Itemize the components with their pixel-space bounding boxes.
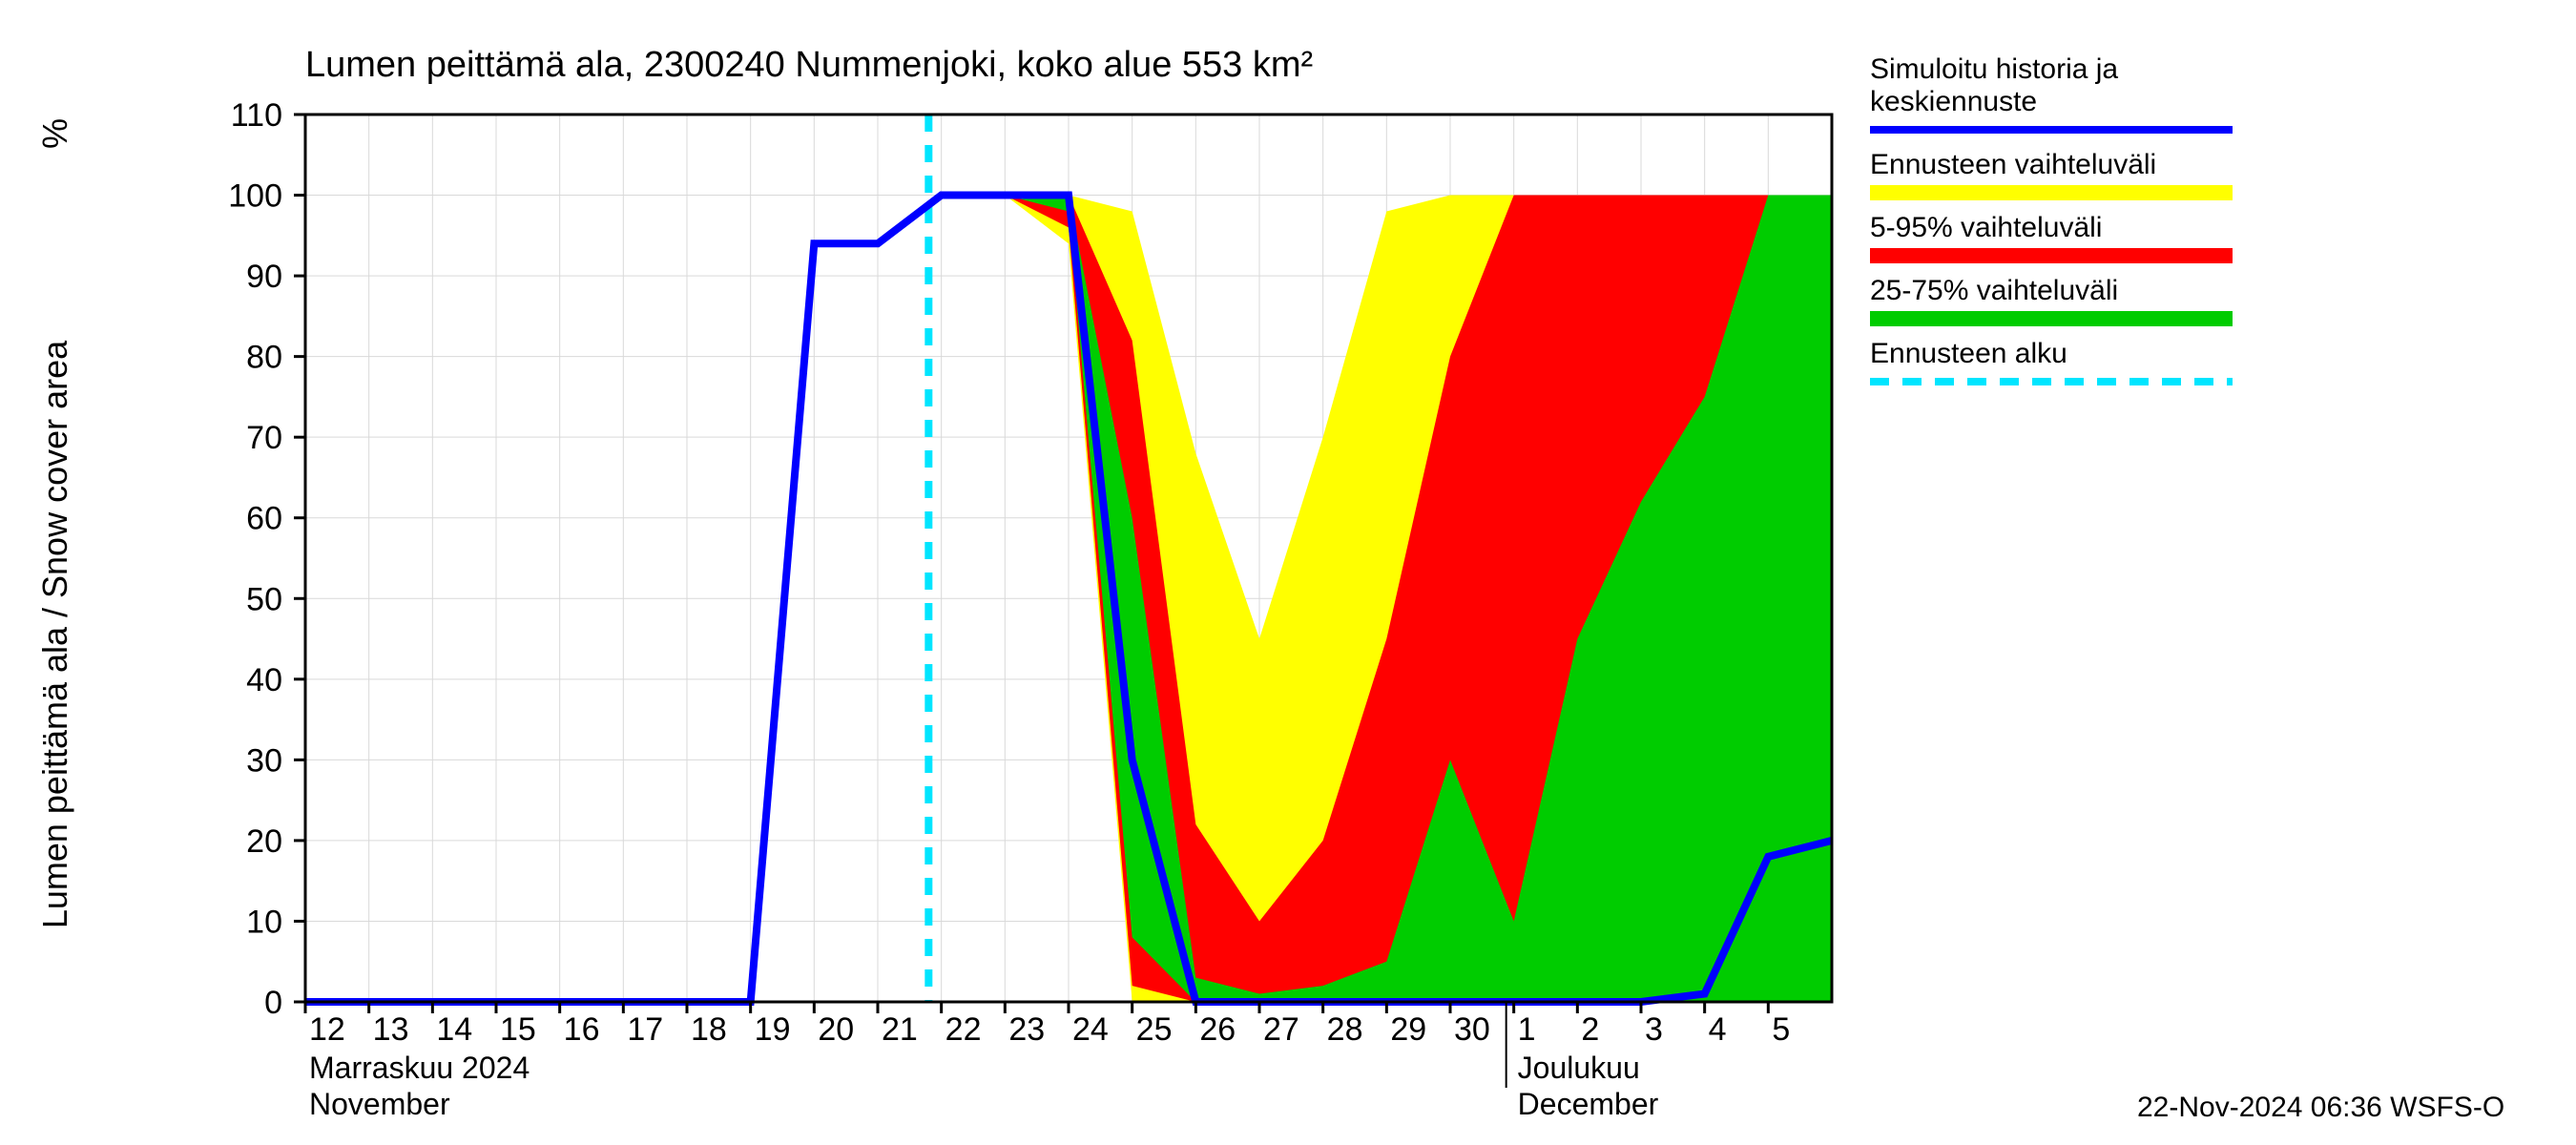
xtick-label: 24	[1072, 1011, 1109, 1048]
xtick-label: 26	[1199, 1011, 1236, 1048]
legend-label: Simuloitu historia ja	[1870, 53, 2118, 85]
xtick-label: 13	[373, 1011, 409, 1048]
xtick-label: 27	[1263, 1011, 1299, 1048]
ytick-label: 70	[246, 420, 282, 456]
xtick-label: 22	[945, 1011, 982, 1048]
xtick-label: 17	[627, 1011, 663, 1048]
xtick-label: 12	[309, 1011, 345, 1048]
ytick-label: 0	[264, 985, 282, 1021]
xtick-label: 30	[1454, 1011, 1490, 1048]
footer-timestamp: 22-Nov-2024 06:36 WSFS-O	[2137, 1092, 2504, 1123]
month-label: Joulukuu	[1518, 1051, 1640, 1085]
y-axis-unit: %	[35, 118, 74, 149]
legend-label: Ennusteen alku	[1870, 338, 2067, 369]
ytick-label: 100	[228, 178, 282, 215]
ytick-label: 50	[246, 581, 282, 617]
legend-label: 25-75% vaihteluväli	[1870, 275, 2118, 306]
xtick-label: 3	[1645, 1011, 1663, 1048]
legend-swatch	[1870, 248, 2233, 263]
xtick-label: 2	[1581, 1011, 1599, 1048]
xtick-label: 20	[818, 1011, 854, 1048]
month-label: December	[1518, 1087, 1659, 1121]
legend-label: keskiennuste	[1870, 86, 2037, 117]
xtick-label: 15	[500, 1011, 536, 1048]
legend-label: 5-95% vaihteluväli	[1870, 212, 2102, 243]
xtick-label: 5	[1772, 1011, 1790, 1048]
month-label: Marraskuu 2024	[309, 1051, 530, 1085]
xtick-label: 28	[1327, 1011, 1363, 1048]
xtick-label: 19	[755, 1011, 791, 1048]
ytick-label: 60	[246, 501, 282, 537]
xtick-label: 25	[1136, 1011, 1173, 1048]
ytick-label: 80	[246, 340, 282, 376]
xtick-label: 4	[1709, 1011, 1727, 1048]
month-label: November	[309, 1087, 450, 1121]
xtick-label: 1	[1518, 1011, 1536, 1048]
ytick-label: 110	[231, 97, 282, 134]
xtick-label: 21	[882, 1011, 918, 1048]
chart-title: Lumen peittämä ala, 2300240 Nummenjoki, …	[305, 45, 1313, 85]
legend-label: Ennusteen vaihteluväli	[1870, 149, 2156, 180]
y-axis-label: Lumen peittämä ala / Snow cover area	[35, 340, 74, 928]
snow-cover-chart: Lumen peittämä ala, 2300240 Nummenjoki, …	[0, 0, 2576, 1145]
xtick-label: 23	[1008, 1011, 1045, 1048]
legend-swatch	[1870, 185, 2233, 200]
ytick-label: 30	[246, 742, 282, 779]
legend-swatch	[1870, 311, 2233, 326]
xtick-label: 14	[436, 1011, 472, 1048]
xtick-label: 29	[1390, 1011, 1426, 1048]
xtick-label: 18	[691, 1011, 727, 1048]
ytick-label: 20	[246, 823, 282, 860]
ytick-label: 90	[246, 259, 282, 295]
ytick-label: 40	[246, 662, 282, 698]
ytick-label: 10	[246, 904, 282, 940]
xtick-label: 16	[564, 1011, 600, 1048]
